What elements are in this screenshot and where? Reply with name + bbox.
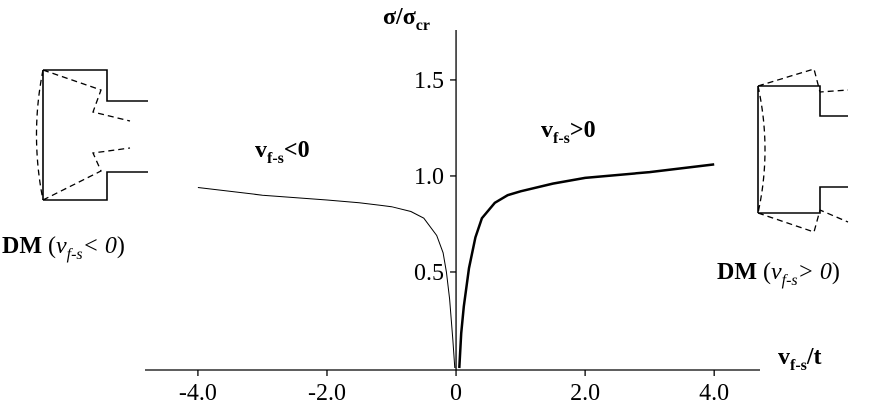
x-tick-label: 0 [450,380,462,406]
line-series [197,187,456,369]
y-tick-label: 1.0 [414,164,444,190]
y-tick-label: 1.5 [414,68,444,94]
y-tick-label: 0.5 [414,260,444,286]
line-series [458,163,715,369]
deformed-shape-left [35,69,148,201]
y-axis-label: σ/σcr [383,4,430,34]
x-tick-label: 2.0 [570,380,600,406]
x-tick-label: -4.0 [179,380,217,406]
annotation: DM (vf-s> 0) [717,259,840,289]
x-tick-label: 4.0 [699,380,729,406]
x-axis-label: vf-s/t [778,344,822,374]
annotation: vf-s>0 [541,117,596,147]
annotation: DM (vf-s< 0) [2,233,125,263]
deformed-shape-right [757,68,849,233]
x-tick-label: -2.0 [308,380,346,406]
annotation: vf-s<0 [255,137,310,167]
